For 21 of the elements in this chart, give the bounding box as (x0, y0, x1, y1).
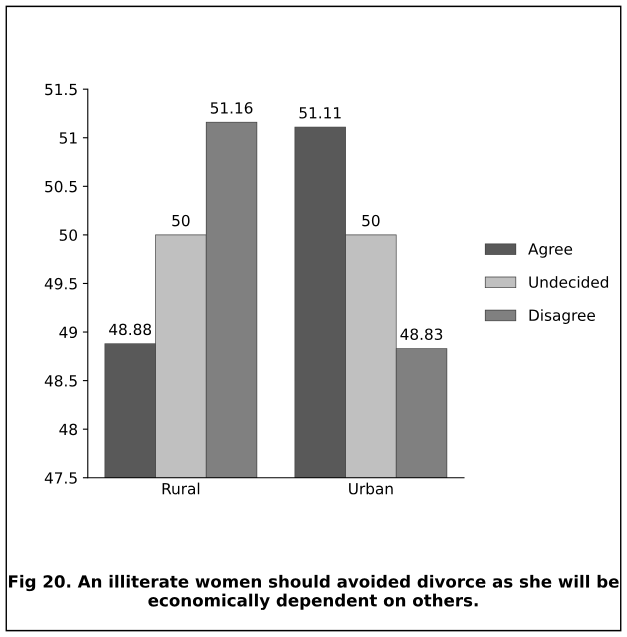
y-tick-label: 50 (60, 229, 78, 241)
y-tick-label: 49.5 (44, 278, 77, 290)
legend-label: Undecided (529, 276, 608, 288)
text: Fig 20. An illiterate women should avoided divorce as she will be economically dependent on others. (9, 574, 619, 610)
y-tick-label: 51.5 (45, 84, 77, 96)
data-label: 50 (172, 214, 190, 226)
y-tick-label: 47.5 (44, 472, 77, 484)
x-tick-label: Urban (349, 482, 393, 494)
y-tick-label: 50.5 (45, 180, 77, 192)
legend-label: Disagree (530, 309, 595, 324)
legend-label: Agree (528, 243, 572, 258)
x-tick-label: Rural (162, 482, 200, 494)
data-label: 48.88 (109, 324, 152, 336)
data-label: 48.83 (400, 328, 442, 340)
y-tick-label: 49 (59, 326, 77, 338)
data-label: 51.11 (300, 107, 341, 119)
y-tick-label: 51 (60, 132, 77, 144)
y-tick-label: 48 (59, 424, 78, 436)
y-tick-label: 48.5 (44, 375, 77, 387)
data-label: 51.16 (210, 102, 252, 114)
data-label: 50 (362, 214, 380, 226)
